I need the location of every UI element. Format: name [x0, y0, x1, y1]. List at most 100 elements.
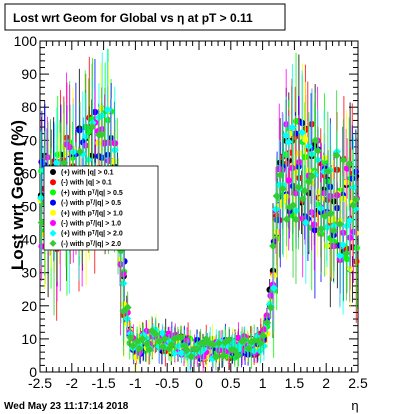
y-tick-label: 90	[21, 66, 37, 82]
data-point	[208, 340, 217, 349]
x-tick-label: 1.5	[285, 375, 305, 391]
data-point	[343, 179, 350, 186]
data-point	[269, 283, 278, 292]
footer-timestamp: Wed May 23 11:17:14 2018	[4, 401, 129, 412]
data-point	[123, 303, 132, 312]
data-point	[266, 303, 275, 312]
data-point	[272, 205, 281, 214]
data-point	[123, 314, 132, 323]
data-point	[292, 118, 300, 125]
data-point	[88, 123, 97, 132]
data-point	[291, 215, 300, 224]
data-point	[269, 241, 278, 250]
y-tick-label: 50	[21, 199, 37, 215]
data-point	[176, 333, 185, 342]
data-point	[289, 201, 298, 210]
y-tick-labels: 0 10 20 30 40 50 60 70 80 90 100	[14, 33, 38, 380]
x-tick-label: 2.5	[348, 375, 368, 391]
x-tick-label: 0	[195, 375, 203, 391]
legend-label: (-) with pᵀ/|q| > 1.0	[61, 221, 121, 228]
legend: (+) with |q| > 0.1 (-) with |q| > 0.1 (+) …	[43, 165, 159, 251]
data-point	[307, 172, 316, 181]
x-tick-label: -2.5	[28, 375, 52, 391]
y-tick-label: 0	[29, 364, 37, 380]
y-tick-label: 100	[14, 33, 38, 49]
x-tick-label: 1	[259, 375, 267, 391]
data-point	[323, 167, 332, 176]
legend-label: (-) with pᵀ/|q| > 2.0	[61, 241, 121, 248]
y-tick-label: 20	[21, 298, 37, 314]
data-point	[343, 255, 351, 263]
data-point	[145, 345, 154, 354]
data-point	[311, 136, 320, 145]
data-point	[182, 346, 191, 355]
data-point	[44, 154, 51, 161]
x-axis-label: η	[351, 398, 358, 413]
y-tick-label: 10	[21, 331, 37, 347]
title-frame	[4, 3, 286, 31]
data-point	[345, 216, 354, 225]
data-point	[126, 333, 135, 342]
data-point	[339, 155, 348, 164]
data-point	[60, 159, 69, 168]
data-point	[282, 215, 291, 224]
data-point	[263, 318, 272, 327]
data-point	[304, 177, 313, 186]
data-point	[272, 192, 281, 201]
data-point	[52, 158, 61, 167]
x-tick-labels: -2.5 -2 -1.5 -1 -0.5 0 0.5 1 1.5 2 2.5	[28, 375, 368, 391]
legend-label: (+) with pᵀ/|q| > 1.0	[61, 210, 123, 217]
x-tick-label: 2	[322, 375, 330, 391]
x-tick-label: 0.5	[221, 375, 241, 391]
data-point	[233, 351, 242, 360]
data-point	[278, 184, 287, 193]
data-point	[336, 251, 345, 260]
data-point	[138, 334, 147, 343]
data-point	[339, 241, 348, 250]
data-point	[326, 209, 335, 218]
data-point	[342, 249, 351, 258]
data-point	[103, 105, 112, 114]
chart-title: Lost wrt Geom for Global vs η at pT > 0.…	[13, 11, 253, 25]
data-point	[135, 344, 144, 353]
data-point	[97, 130, 106, 139]
data-point	[187, 352, 196, 361]
y-tick-label: 30	[21, 265, 37, 281]
data-point	[311, 226, 319, 234]
legend-label: (+) with |q| > 0.1	[61, 170, 114, 177]
data-point	[301, 153, 309, 161]
y-axis-label: Lost wrt Geom (%)	[8, 120, 27, 270]
data-point	[345, 160, 354, 169]
legend-label: (+) with pᵀ/|q| > 2.0	[61, 231, 123, 238]
data-point	[167, 340, 176, 349]
data-point	[260, 326, 268, 333]
data-point	[314, 146, 323, 155]
data-point	[302, 136, 309, 143]
data-point	[296, 158, 303, 166]
x-tick-label: -1.5	[92, 375, 116, 391]
y-tick-label: 40	[21, 232, 37, 248]
data-point	[165, 330, 173, 338]
data-point	[174, 341, 183, 350]
data-point	[317, 224, 326, 233]
data-point	[311, 221, 318, 228]
y-tick-label: 80	[21, 99, 37, 115]
data-point	[349, 201, 358, 210]
x-tick-label: -1	[129, 375, 142, 391]
data-point	[301, 218, 310, 227]
data-point	[142, 339, 151, 348]
x-tick-label: -0.5	[155, 375, 179, 391]
data-point	[335, 220, 344, 229]
data-point	[170, 349, 179, 358]
data-point	[282, 131, 291, 140]
data-point	[81, 132, 90, 141]
title-box: Lost wrt Geom for Global vs η at pT > 0.…	[4, 3, 286, 31]
legend-marker	[50, 199, 56, 206]
data-point	[294, 183, 303, 192]
data-point	[151, 330, 160, 339]
data-point	[332, 151, 341, 160]
data-point	[285, 177, 292, 184]
data-point	[284, 138, 293, 147]
data-point	[225, 353, 232, 360]
